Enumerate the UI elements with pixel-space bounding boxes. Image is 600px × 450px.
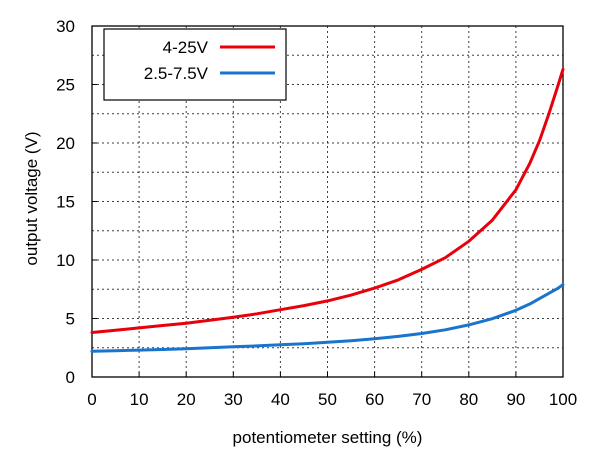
x-tick-label-20: 20 <box>177 390 196 409</box>
x-tick-label-30: 30 <box>224 390 243 409</box>
y-tick-label-20: 20 <box>56 134 75 153</box>
series-lines <box>90 67 565 353</box>
x-tick-label-60: 60 <box>365 390 384 409</box>
x-tick-label-90: 90 <box>506 390 525 409</box>
x-axis-ticks: 0 10 20 30 40 50 60 70 80 90 100 <box>87 372 577 409</box>
x-tick-label-40: 40 <box>271 390 290 409</box>
y-axis-title: output voltage (V) <box>22 131 41 265</box>
y-tick-label-25: 25 <box>56 76 75 95</box>
x-tick-label-50: 50 <box>318 390 337 409</box>
x-tick-label-70: 70 <box>412 390 431 409</box>
legend-box <box>103 28 287 101</box>
y-tick-label-0: 0 <box>66 368 75 387</box>
y-tick-label-15: 15 <box>56 193 75 212</box>
y-tick-label-30: 30 <box>56 17 75 36</box>
y-tick-label-10: 10 <box>56 251 75 270</box>
y-tick-label-5: 5 <box>66 310 75 329</box>
legend-label-series-2: 2.5-7.5V <box>144 64 209 83</box>
legend-label-series-1: 4-25V <box>163 38 209 57</box>
legend: 4-25V 2.5-7.5V <box>103 28 287 101</box>
y-axis-ticks: 0 5 10 15 20 25 30 <box>56 17 97 387</box>
x-axis-title: potentiometer setting (%) <box>233 428 423 447</box>
grid <box>92 26 563 377</box>
x-tick-label-100: 100 <box>549 390 577 409</box>
series-line-1 <box>90 67 565 334</box>
x-tick-label-80: 80 <box>459 390 478 409</box>
series-line-2 <box>90 283 565 353</box>
x-tick-label-10: 10 <box>130 390 149 409</box>
x-tick-label-0: 0 <box>87 390 96 409</box>
